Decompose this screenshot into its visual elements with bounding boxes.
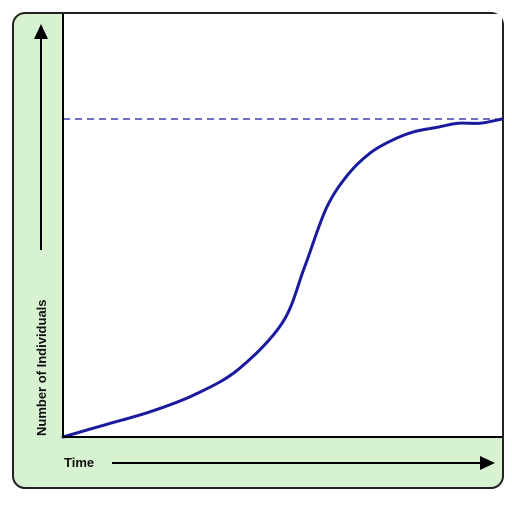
plot-area xyxy=(63,14,502,437)
x-axis-label: Time xyxy=(64,455,94,470)
y-axis-label: Number of Individuals xyxy=(34,299,49,436)
